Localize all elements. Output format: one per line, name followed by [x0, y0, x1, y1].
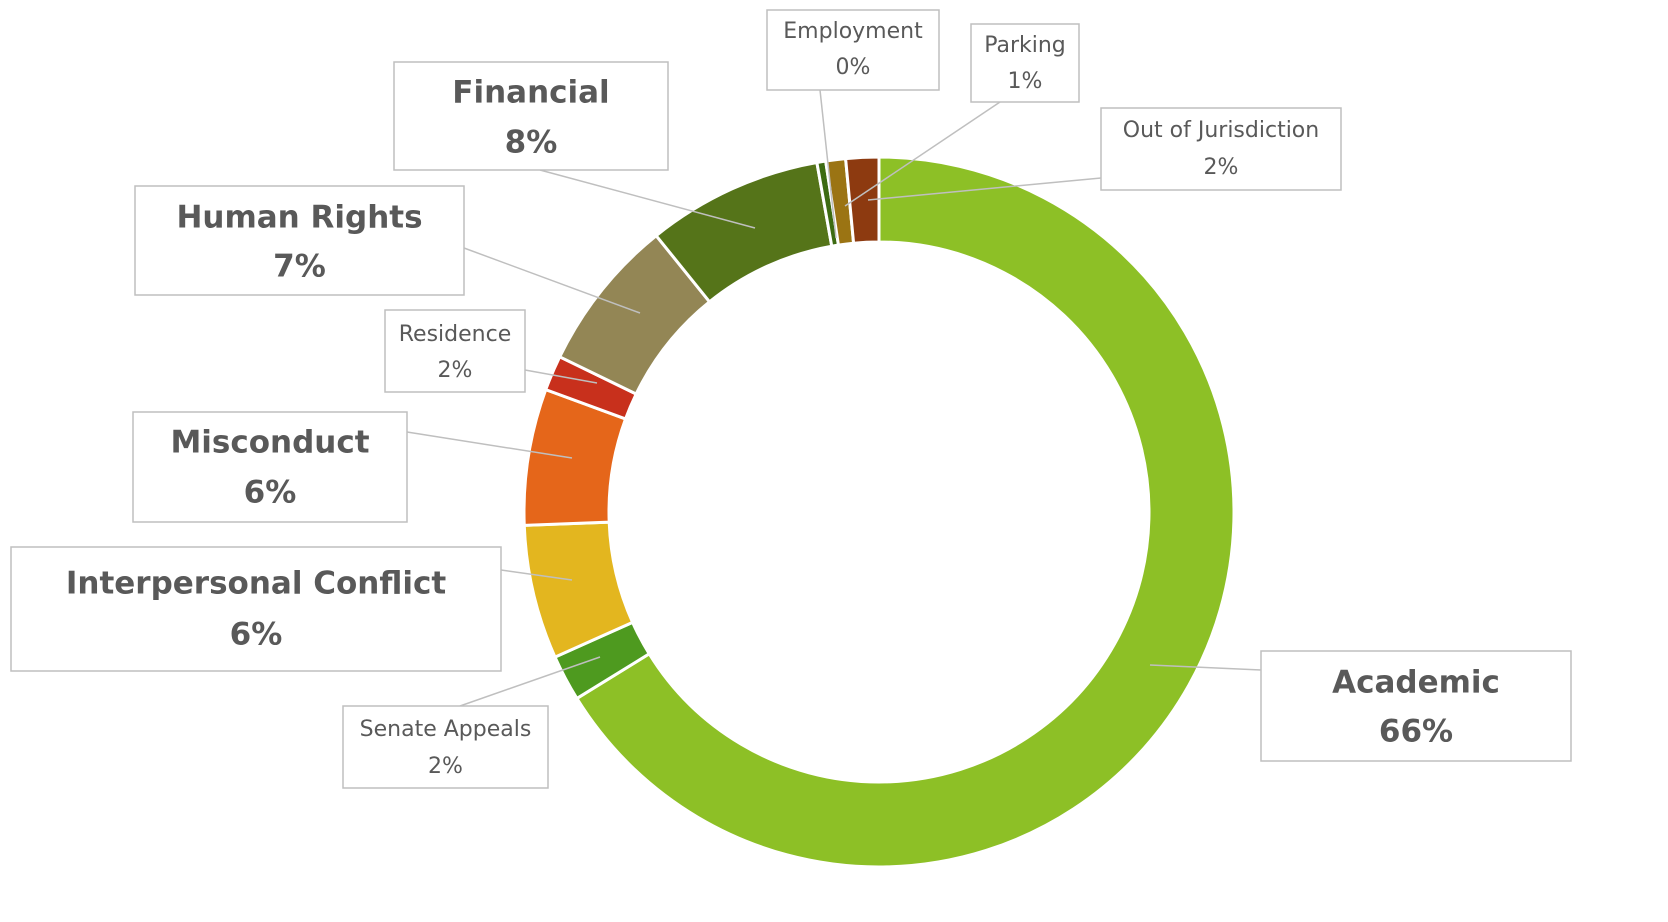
leader-line: [500, 569, 573, 581]
value-label: 6%: [244, 475, 297, 511]
category-label: Employment: [783, 19, 923, 44]
donut-slice: [574, 155, 1236, 869]
category-label: Parking: [984, 33, 1066, 58]
label-box: [342, 705, 549, 789]
category-label: Academic: [1332, 665, 1500, 701]
category-label: Human Rights: [176, 200, 422, 236]
leader-line: [819, 89, 837, 239]
leader-line: [844, 101, 1001, 207]
label-box: [132, 411, 408, 523]
label-box: [384, 309, 526, 393]
value-label: 8%: [505, 125, 558, 161]
value-label: 2%: [428, 754, 463, 779]
category-label: Out of Jurisdiction: [1123, 118, 1319, 143]
value-label: 7%: [273, 249, 326, 285]
value-label: 2%: [1204, 155, 1239, 180]
category-label: Misconduct: [170, 425, 369, 461]
leader-line: [459, 656, 601, 707]
label-box: [1260, 650, 1572, 762]
value-label: 1%: [1008, 69, 1043, 94]
category-label: Senate Appeals: [360, 717, 532, 742]
leader-line: [406, 431, 573, 459]
value-label: 0%: [836, 55, 871, 80]
leader-line: [539, 169, 756, 229]
label-box: [766, 9, 940, 91]
value-label: 6%: [230, 617, 283, 653]
label-box: [134, 185, 465, 296]
value-label: 66%: [1379, 714, 1453, 750]
leader-line: [867, 177, 1102, 201]
label-box: [970, 23, 1080, 103]
category-label: Residence: [399, 322, 511, 347]
donut-slice: [843, 155, 881, 245]
leader-line: [524, 369, 598, 384]
leader-line: [1149, 664, 1262, 671]
label-box: [393, 61, 669, 171]
category-label: Interpersonal Conflict: [66, 566, 446, 602]
value-label: 2%: [438, 358, 473, 383]
label-box: [1100, 107, 1342, 191]
leader-line: [463, 247, 641, 314]
category-label: Financial: [452, 75, 609, 111]
label-box: [10, 546, 502, 672]
